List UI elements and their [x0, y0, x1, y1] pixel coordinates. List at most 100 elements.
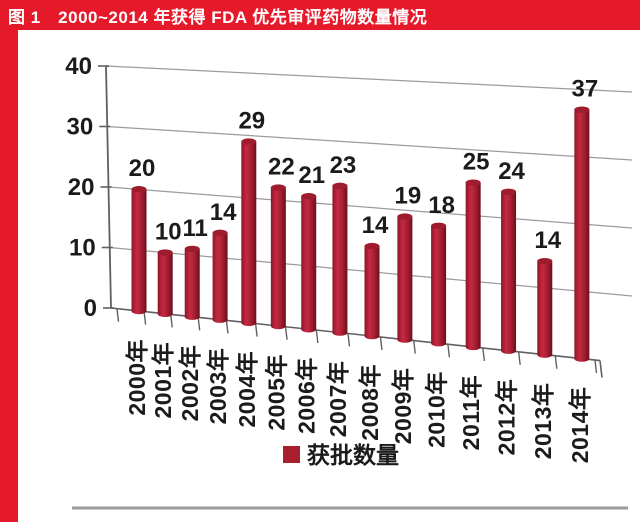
bar-body: [574, 109, 590, 359]
bar-2014年: [574, 106, 590, 362]
x-axis-label-2009年: 2009年: [390, 368, 416, 445]
x-tick: [347, 333, 351, 347]
value-label-2012年: 24: [498, 158, 525, 185]
x-ticks: [116, 308, 598, 374]
value-label-2006年: 21: [298, 162, 325, 189]
x-axis-label-2011年: 2011年: [458, 375, 484, 450]
bar-2002年: [184, 245, 200, 320]
legend-swatch: [283, 446, 300, 463]
bar-top-cap: [537, 257, 553, 265]
bar-body: [131, 189, 147, 312]
x-tick: [517, 351, 521, 365]
value-label-2009年: 19: [395, 183, 422, 210]
value-label-2003年: 14: [210, 199, 237, 226]
y-axis-label-10: 10: [69, 235, 96, 262]
x-axis-label-2010年: 2010年: [424, 371, 450, 448]
bar-top-cap: [241, 138, 257, 145]
x-axis-label-2000年: 2000年: [124, 339, 150, 416]
bar-2005年: [270, 184, 286, 330]
bar-2004年: [241, 138, 257, 327]
bar-top-cap: [212, 229, 228, 237]
bar-2009年: [397, 213, 413, 343]
bar-body: [270, 187, 286, 326]
floor-corner-edge: [599, 360, 603, 378]
x-axis-label-2005年: 2005年: [263, 354, 289, 431]
x-axis-label-2012年: 2012年: [494, 379, 520, 456]
bar-2003年: [212, 229, 228, 323]
x-tick: [170, 314, 173, 328]
bar-body: [465, 182, 481, 347]
bar-2007年: [332, 182, 348, 336]
x-tick: [413, 340, 416, 354]
value-label-2004年: 29: [238, 108, 265, 135]
x-axis-label-2002年: 2002年: [177, 345, 203, 422]
y-axis-label-30: 30: [67, 114, 94, 141]
bar-top-cap: [270, 184, 286, 191]
value-label-2008年: 14: [362, 212, 389, 239]
value-label-2001年: 10: [155, 219, 182, 246]
bar-top-cap: [301, 193, 317, 200]
bar-top-cap: [157, 249, 173, 256]
bar-top-cap: [465, 179, 481, 186]
bar-2010年: [431, 222, 447, 347]
x-axis-label-2007年: 2007年: [325, 361, 351, 438]
bars: [131, 106, 590, 362]
y-axis-label-20: 20: [68, 174, 95, 201]
x-axis-label-2008年: 2008年: [357, 364, 383, 441]
bar-body: [501, 191, 517, 351]
bar-2013年: [537, 257, 553, 358]
bar-body: [397, 216, 413, 340]
bar-body: [364, 246, 380, 337]
bar-2012年: [501, 188, 517, 354]
x-axis-label-2001年: 2001年: [150, 342, 176, 419]
x-axis-label-2006年: 2006年: [294, 357, 320, 434]
y-axis-label-40: 40: [65, 53, 92, 80]
x-tick: [116, 308, 120, 322]
value-label-2007年: 23: [330, 152, 357, 179]
x-tick: [594, 359, 598, 374]
value-label-2014年: 37: [571, 76, 598, 103]
bar-top-cap: [397, 213, 413, 220]
bar-body: [184, 248, 200, 317]
bar-body: [212, 232, 228, 320]
bar-body: [537, 261, 553, 355]
gridline-20: [108, 186, 633, 229]
bar-body: [431, 225, 447, 344]
gridline-30: [107, 125, 633, 161]
x-axis-labels: 2000年 2001年 2002年 2003年 2004年 2005年 2006年 2007年…: [124, 339, 593, 463]
x-axis-label-2013年: 2013年: [530, 383, 556, 460]
bar-top-cap: [332, 182, 348, 190]
bar-top-cap: [574, 106, 590, 113]
x-tick: [254, 323, 258, 337]
bar-body: [157, 252, 173, 314]
bar-top-cap: [131, 186, 147, 193]
value-label-2000年: 20: [129, 155, 156, 182]
x-axis-label-2004年: 2004年: [234, 351, 260, 428]
left-accent-strip: [0, 30, 18, 522]
figure-title: 图 1 2000~2014 年获得 FDA 优先审评药物数量情况: [8, 7, 428, 27]
legend-label: 获批数量: [307, 442, 399, 468]
bar-top-cap: [431, 222, 447, 230]
value-label-2013年: 14: [534, 227, 561, 254]
value-label-2011年: 25: [463, 149, 490, 176]
bar-2008年: [364, 242, 380, 340]
x-tick: [447, 344, 451, 358]
y-axis-labels: 0 10 20 30 40: [65, 53, 97, 322]
x-tick: [482, 347, 486, 362]
x-tick: [197, 317, 201, 331]
bar-body: [301, 196, 317, 330]
bar-body: [241, 141, 257, 323]
value-label-2010年: 18: [428, 192, 455, 219]
value-label-2002年: 11: [183, 215, 208, 242]
x-tick: [554, 355, 558, 369]
bar-2011年: [465, 179, 481, 351]
bar-body: [332, 185, 348, 333]
bar-2006年: [301, 193, 317, 333]
bar-top-cap: [501, 188, 517, 195]
legend: 获批数量: [283, 442, 399, 468]
x-tick: [379, 336, 383, 351]
figure-title-bar: 图 1 2000~2014 年获得 FDA 优先审评药物数量情况: [0, 0, 640, 30]
bar-top-cap: [184, 245, 200, 253]
